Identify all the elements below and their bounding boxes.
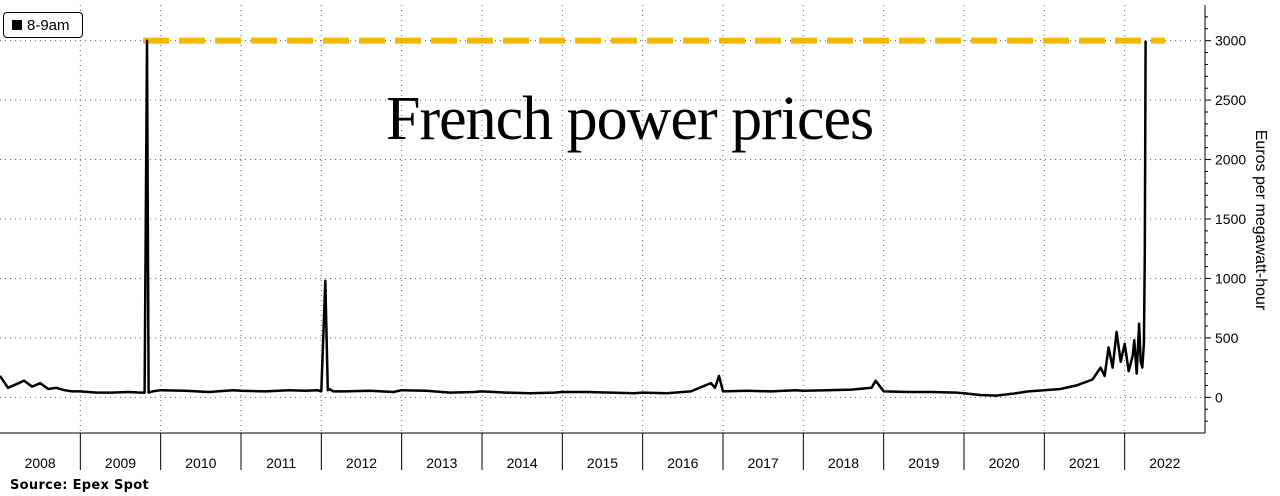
- y-tick-label: 1000: [1215, 270, 1246, 286]
- source-note: Source: Epex Spot: [10, 478, 150, 493]
- x-tick-label: 2015: [587, 455, 618, 471]
- y-tick-label: 500: [1215, 330, 1239, 346]
- y-tick-label: 2000: [1215, 152, 1246, 168]
- x-tick-label: 2021: [1069, 455, 1100, 471]
- x-tick-label: 2010: [185, 455, 216, 471]
- x-tick-label: 2012: [346, 455, 377, 471]
- x-axis: 2008 2009 2010 2011 2012 2013 2014 2015 2016 2017…: [25, 433, 1181, 471]
- y-axis: 0 500 1000 1500 2000 2500 3000: [1205, 16, 1246, 422]
- y-tick-label: 0: [1215, 389, 1223, 405]
- y-axis-label: Euros per megawatt-hour: [1252, 130, 1269, 311]
- x-tick-label: 2017: [748, 455, 779, 471]
- series-line-8-9am: [0, 39, 1147, 397]
- legend: 8-9am: [3, 12, 83, 38]
- x-tick-label: 2020: [989, 455, 1020, 471]
- y-tick-label: 1500: [1215, 211, 1246, 227]
- y-tick-label: 2500: [1215, 92, 1246, 108]
- x-tick-label: 2019: [908, 455, 939, 471]
- x-tick-label: 2008: [25, 455, 56, 471]
- x-tick-label: 2014: [507, 455, 538, 471]
- x-tick-label: 2011: [266, 455, 296, 471]
- legend-label: 8-9am: [27, 16, 70, 34]
- vertical-gridlines: [79, 5, 1126, 433]
- legend-swatch: [12, 20, 22, 30]
- x-tick-label: 2018: [828, 455, 859, 471]
- x-tick-label: 2016: [667, 455, 698, 471]
- y-tick-label: 3000: [1215, 33, 1246, 49]
- x-tick-label: 2009: [105, 455, 136, 471]
- x-tick-label: 2022: [1149, 455, 1180, 471]
- x-tick-label: 2013: [426, 455, 457, 471]
- chart-title: French power prices: [386, 85, 874, 153]
